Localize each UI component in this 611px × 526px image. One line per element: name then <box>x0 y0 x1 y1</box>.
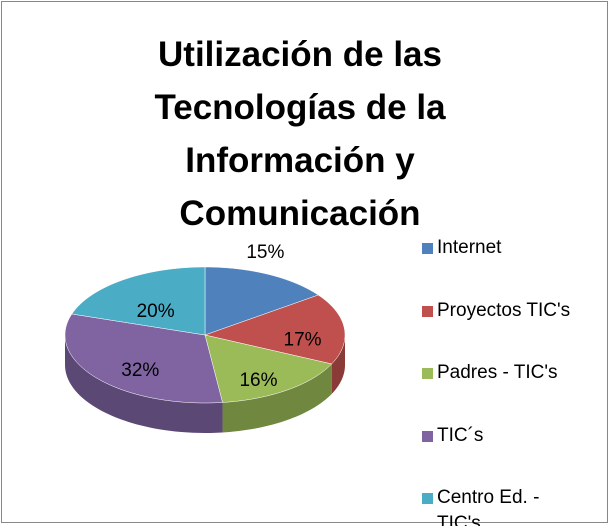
legend-item: Proyectos TIC's <box>422 298 602 324</box>
pie-slice <box>204 266 319 336</box>
data-label: 16% <box>239 370 277 391</box>
legend-item: Centro Ed. - TIC's <box>422 485 602 526</box>
pie-slice <box>204 294 346 365</box>
pie-side <box>331 335 345 394</box>
legend-swatch <box>422 430 433 442</box>
pie-side <box>65 335 223 433</box>
pie-slice <box>71 266 206 336</box>
legend-item: Padres - TIC's <box>422 360 602 386</box>
chart-title: Utilización de las Tecnologías de la Inf… <box>154 35 446 233</box>
legend-label: TIC´s <box>437 424 484 446</box>
legend-label: Proyectos TIC's <box>437 299 571 321</box>
data-label: 32% <box>121 360 159 381</box>
legend-item: Internet <box>422 235 602 261</box>
legend-label: Internet <box>437 237 502 258</box>
data-label: 20% <box>137 301 175 322</box>
legend-swatch <box>422 305 433 317</box>
legend-item: TIC´s <box>422 423 602 449</box>
pie-slice <box>64 313 223 404</box>
legend-label: Padres - TIC's <box>437 362 558 383</box>
pie-slice <box>204 334 333 403</box>
pie-side <box>222 363 332 433</box>
legend-swatch <box>422 368 433 379</box>
data-label: 15% <box>246 242 284 263</box>
legend-swatch <box>422 243 433 254</box>
legend-label: Centro Ed. - TIC's <box>437 487 540 526</box>
legend-swatch <box>422 493 433 504</box>
data-label: 17% <box>284 330 322 351</box>
